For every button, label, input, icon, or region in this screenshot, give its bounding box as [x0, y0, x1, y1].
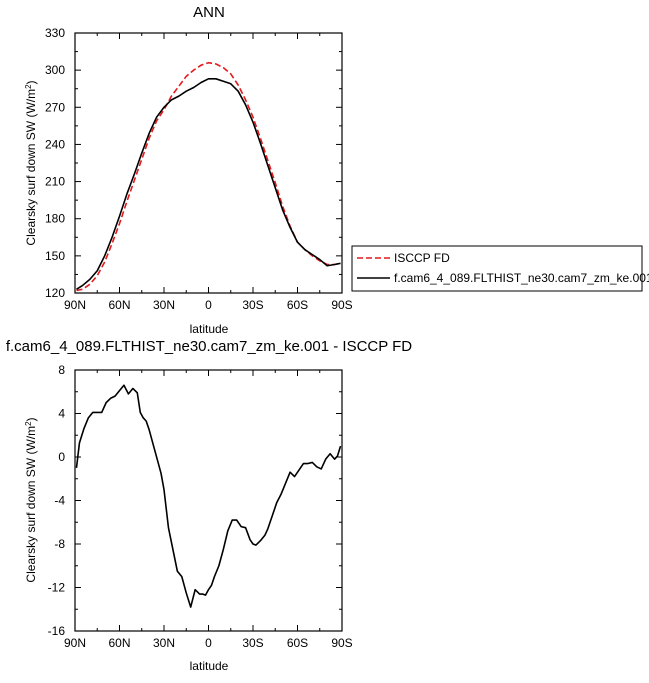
- difference-y-axis-title-suffix: ): [24, 417, 38, 421]
- mean-y-axis-title: Clearsky surf down SW (W/m2): [24, 80, 38, 245]
- mean-y-axis-title-suffix: ): [24, 80, 38, 84]
- mean-x-tick-label: 30N: [153, 298, 175, 312]
- difference-x-tick-label: 90N: [64, 636, 86, 650]
- difference-plot-frame: [74, 369, 343, 632]
- difference-x-tick-label: 90S: [331, 636, 352, 650]
- legend-box: [351, 245, 643, 292]
- difference-x-tick-label: 0: [205, 636, 212, 650]
- difference-x-tick-label: 30S: [242, 636, 263, 650]
- difference-series-line-0: [75, 384, 342, 608]
- mean-plot-frame: [74, 32, 343, 294]
- mean-series-line-0: [76, 61, 341, 292]
- difference-x-tick-label: 60N: [108, 636, 130, 650]
- mean-x-tick-label: 60S: [287, 298, 308, 312]
- mean-y-tick-label: 300: [45, 63, 65, 77]
- difference-y-tick-label: 4: [58, 407, 65, 421]
- difference-y-axis-title: Clearsky surf down SW (W/m2): [24, 417, 38, 582]
- difference-y-axis-title-sup: 2: [24, 421, 33, 426]
- difference-x-tick-label: 30N: [153, 636, 175, 650]
- mean-x-tick-label: 90S: [331, 298, 352, 312]
- difference-panel-title: f.cam6_4_089.FLTHIST_ne30.cam7_zm_ke.001…: [6, 338, 412, 355]
- mean-x-tick-label: 90N: [64, 298, 86, 312]
- mean-x-tick-label: 60N: [108, 298, 130, 312]
- difference-y-tick-label: -8: [54, 537, 65, 551]
- difference-y-tick-label: -16: [48, 624, 66, 638]
- mean-y-tick-label: 210: [45, 175, 65, 189]
- legend-label-isccp: ISCCP FD: [394, 251, 450, 265]
- difference-x-tick-label: 60S: [287, 636, 308, 650]
- difference-panel: f.cam6_4_089.FLTHIST_ne30.cam7_zm_ke.001…: [6, 338, 412, 673]
- difference-y-axis-title-main: Clearsky surf down SW (W/m: [24, 426, 38, 583]
- mean-x-tick-label: 0: [205, 298, 212, 312]
- mean-y-tick-label: 180: [45, 212, 65, 226]
- difference-y-tick-label: -4: [54, 494, 65, 508]
- mean-y-tick-label: 240: [45, 137, 65, 151]
- mean-y-axis-title-main: Clearsky surf down SW (W/m: [24, 89, 38, 246]
- difference-y-tick-label: -12: [48, 581, 66, 595]
- mean-panel-title: ANN: [193, 4, 225, 21]
- mean-y-tick-label: 270: [45, 100, 65, 114]
- mean-x-axis-title: latitude: [190, 322, 229, 336]
- legend: ISCCP FD f.cam6_4_089.FLTHIST_ne30.cam7_…: [351, 245, 649, 292]
- mean-y-tick-label: 150: [45, 249, 65, 263]
- difference-x-axis-title: latitude: [190, 659, 229, 673]
- difference-y-tick-label: 0: [58, 450, 65, 464]
- difference-y-tick-label: 8: [58, 363, 65, 377]
- mean-y-axis-title-sup: 2: [24, 84, 33, 89]
- mean-x-tick-label: 30S: [242, 298, 263, 312]
- mean-panel: ANN 90N 60N 30N 0 30S 60S 90S 120 150 180 210 240 27…: [24, 4, 649, 336]
- mean-y-tick-label: 120: [45, 286, 65, 300]
- mean-y-tick-label: 330: [45, 26, 65, 40]
- mean-series-line-1: [76, 78, 341, 290]
- legend-label-model: f.cam6_4_089.FLTHIST_ne30.cam7_zm_ke.001: [394, 271, 649, 285]
